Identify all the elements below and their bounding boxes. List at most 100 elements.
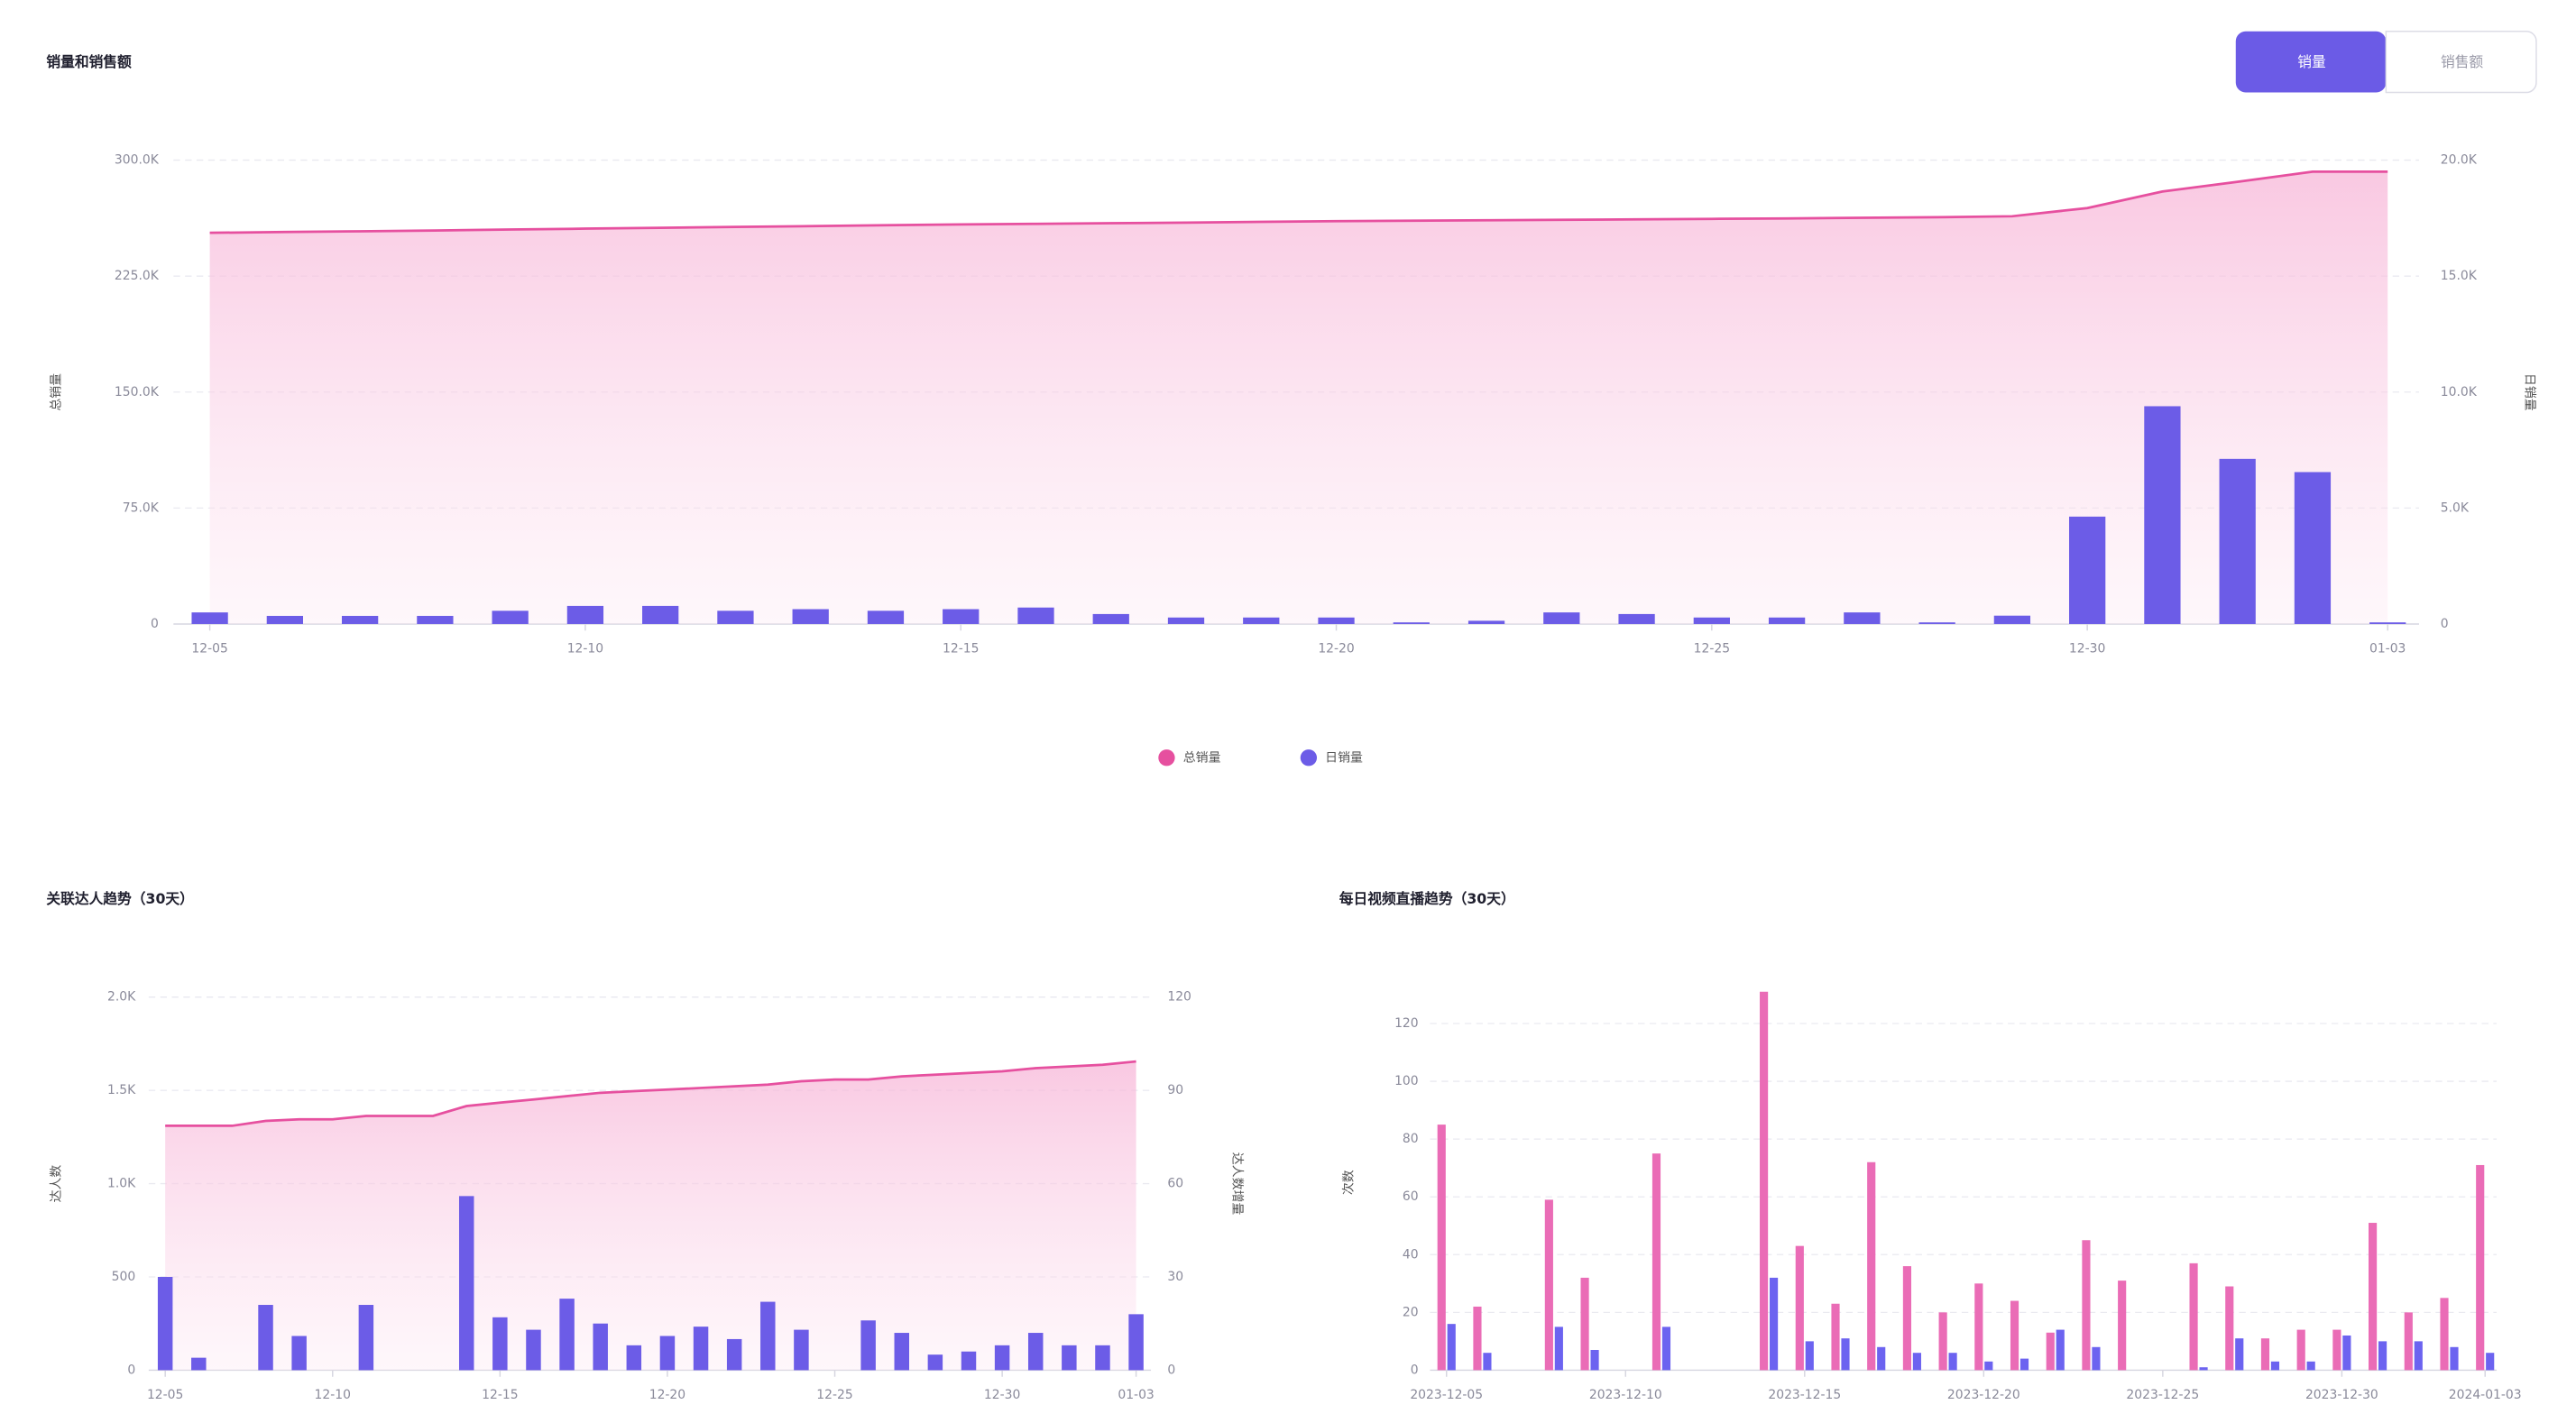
y-tick-label: 100 <box>1394 1074 1419 1088</box>
bar <box>1795 1245 1804 1371</box>
bar <box>458 1196 474 1371</box>
bar <box>867 611 905 624</box>
bar <box>626 1345 642 1371</box>
bar <box>927 1354 943 1371</box>
bar <box>659 1336 676 1371</box>
bar <box>2332 1329 2341 1371</box>
area <box>209 171 2388 624</box>
bar <box>266 615 303 624</box>
bar <box>1318 617 1355 624</box>
bar <box>1580 1277 1589 1371</box>
x-tick-label: 12-20 <box>1318 641 1354 656</box>
bar <box>2342 1335 2351 1371</box>
bar <box>1831 1303 1840 1371</box>
legend-label: 总销量 <box>1183 750 1221 765</box>
bar <box>1243 617 1280 624</box>
x-tick-label: 12-25 <box>1694 641 1730 656</box>
x-tick-label: 01-03 <box>2369 641 2406 656</box>
bar <box>1095 1345 1110 1371</box>
y2-tick-label: 15.0K <box>2441 269 2478 283</box>
bar <box>1483 1353 1492 1371</box>
bar <box>2369 1223 2378 1371</box>
x-tick-label: 12-15 <box>943 641 979 656</box>
y-tick-label: 300.0K <box>115 153 160 168</box>
chart-title: 销量和销售额 <box>46 53 132 70</box>
bar <box>1167 617 1205 624</box>
y-tick-label: 40 <box>1403 1247 1419 1262</box>
bar <box>2082 1240 2091 1371</box>
bar <box>2369 622 2406 624</box>
toggle-label[interactable]: 销售额 <box>2441 53 2483 70</box>
y-tick-label: 0 <box>151 617 159 631</box>
bar <box>566 605 604 624</box>
bar <box>2199 1367 2208 1371</box>
bar <box>2476 1164 2485 1371</box>
bar <box>693 1327 709 1371</box>
bar <box>1984 1361 1993 1371</box>
x-tick-label: 2023-12-10 <box>1589 1388 1662 1402</box>
bar <box>1902 1266 1911 1371</box>
x-tick-label: 12-30 <box>2069 641 2105 656</box>
bar <box>2010 1300 2019 1371</box>
y-axis-title: 达人数 <box>49 1165 63 1203</box>
bar <box>1912 1353 1921 1371</box>
bar <box>717 611 754 624</box>
bar <box>1544 1199 1553 1371</box>
x-tick-label: 12-05 <box>147 1388 183 1402</box>
y2-tick-label: 30 <box>1167 1270 1183 1284</box>
toggle-inactive[interactable] <box>2385 31 2537 94</box>
bar <box>1918 622 1955 624</box>
bar <box>1770 1277 1779 1371</box>
bar <box>2069 516 2106 624</box>
bar <box>191 612 228 624</box>
bar <box>2306 1361 2315 1371</box>
y-tick-label: 1.0K <box>107 1177 136 1191</box>
bar <box>860 1320 876 1371</box>
bar <box>642 605 679 624</box>
bar <box>526 1329 541 1371</box>
bar <box>1805 1341 1814 1371</box>
x-tick-label: 12-15 <box>482 1388 518 1402</box>
bar <box>792 609 829 624</box>
y-tick-label: 150.0K <box>115 385 160 399</box>
bar <box>1092 613 1129 624</box>
toggle-label[interactable]: 销量 <box>2297 53 2326 70</box>
y2-tick-label: 20.0K <box>2441 153 2478 168</box>
bar <box>2019 1358 2029 1371</box>
legend-marker <box>1158 749 1175 767</box>
toggle-active[interactable] <box>2235 31 2387 93</box>
bar <box>1974 1283 1983 1371</box>
bar <box>726 1338 742 1371</box>
bar <box>1590 1349 1599 1371</box>
area <box>165 1061 1136 1371</box>
y-axis-title: 次数 <box>1342 1170 1357 1195</box>
x-tick-label: 2023-12-25 <box>2126 1388 2199 1402</box>
y-tick-label: 0 <box>1411 1363 1419 1377</box>
y-tick-label: 500 <box>112 1270 136 1284</box>
bar <box>593 1323 608 1371</box>
y2-tick-label: 60 <box>1167 1177 1183 1191</box>
x-tick-label: 01-03 <box>1118 1388 1154 1402</box>
bar <box>894 1333 909 1371</box>
bar <box>1437 1125 1446 1371</box>
y-tick-label: 225.0K <box>115 269 160 283</box>
y-tick-label: 20 <box>1403 1305 1419 1319</box>
bar <box>1447 1324 1456 1371</box>
bar <box>492 1317 508 1371</box>
y-tick-label: 60 <box>1403 1189 1419 1204</box>
y2-tick-label: 0 <box>2441 617 2449 631</box>
bar <box>794 1329 809 1371</box>
bar <box>358 1305 374 1371</box>
y-tick-label: 120 <box>1394 1016 1419 1031</box>
y-tick-label: 2.0K <box>107 990 136 1005</box>
legend-label: 日销量 <box>1325 750 1363 765</box>
y2-tick-label: 90 <box>1167 1083 1183 1097</box>
bar <box>157 1276 173 1371</box>
bar <box>2046 1332 2055 1371</box>
bar <box>1543 612 1580 624</box>
bar <box>1062 1345 1077 1371</box>
bar <box>1473 1306 1482 1371</box>
bar <box>1128 1314 1144 1371</box>
bar <box>1993 615 2031 624</box>
